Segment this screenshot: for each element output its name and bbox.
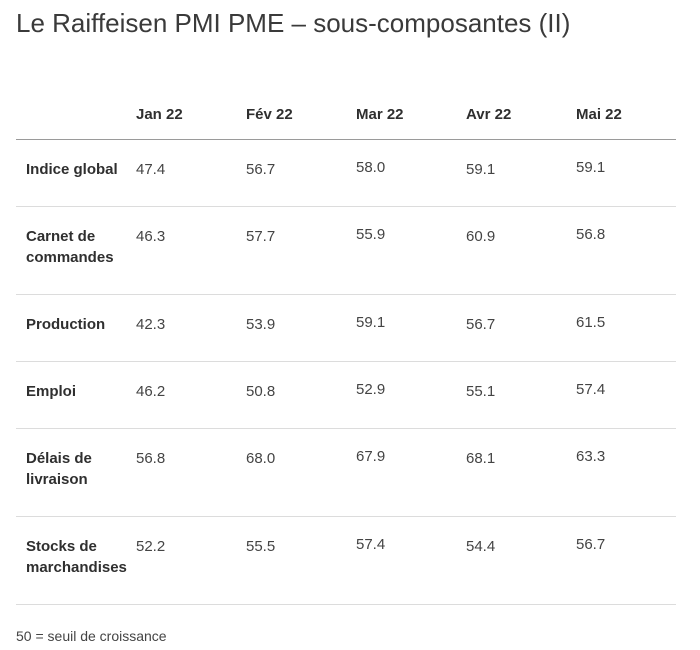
table-cell: 47.4 — [136, 161, 166, 178]
pmi-table: Jan 22 Fév 22 Mar 22 Avr 22 Mai 22 Indic… — [16, 88, 676, 605]
header-cell-feb: Fév 22 — [246, 106, 293, 123]
table-cell: 59.1 — [466, 161, 496, 178]
row-label: Délais de livraison — [26, 450, 92, 488]
table-row: Production 42.3 53.9 59.1 56.7 61.5 — [16, 295, 676, 362]
table-cell: 55.5 — [246, 538, 276, 555]
row-label: Production — [26, 316, 106, 333]
table-row: Stocks de marchandises 52.2 55.5 57.4 54… — [16, 517, 676, 605]
table-cell: 68.1 — [466, 450, 496, 467]
table-row: Carnet de commandes 46.3 57.7 55.9 60.9 … — [16, 207, 676, 295]
header-cell-apr: Avr 22 — [466, 106, 512, 123]
header-cell-jan: Jan 22 — [136, 106, 183, 123]
table-cell: 53.9 — [246, 316, 276, 333]
table-cell: 61.5 — [576, 314, 606, 331]
footnote: 50 = seuil de croissance — [16, 628, 167, 644]
table-cell: 57.4 — [576, 381, 606, 398]
table-cell: 55.1 — [466, 383, 496, 400]
header-cell-mar: Mar 22 — [356, 106, 404, 123]
table-row: Emploi 46.2 50.8 52.9 55.1 57.4 — [16, 362, 676, 429]
table-cell: 52.2 — [136, 538, 166, 555]
table-cell: 58.0 — [356, 159, 386, 176]
table-cell: 50.8 — [246, 383, 276, 400]
table-cell: 55.9 — [356, 226, 386, 243]
table-cell: 57.7 — [246, 228, 276, 245]
table-cell: 56.7 — [466, 316, 496, 333]
page-title: Le Raiffeisen PMI PME – sous-composantes… — [16, 8, 571, 38]
table-cell: 56.8 — [576, 226, 606, 243]
row-label: Indice global — [26, 161, 118, 178]
row-label: Carnet de commandes — [26, 228, 114, 266]
table-cell: 46.3 — [136, 228, 166, 245]
table-cell: 57.4 — [356, 536, 386, 553]
row-label: Emploi — [26, 383, 77, 400]
table-row: Indice global 47.4 56.7 58.0 59.1 59.1 — [16, 140, 676, 207]
table-row: Délais de livraison 56.8 68.0 67.9 68.1 … — [16, 429, 676, 517]
table-cell: 56.7 — [576, 536, 606, 553]
table-cell: 56.8 — [136, 450, 166, 467]
row-label: Stocks de marchandises — [26, 538, 127, 576]
table-cell: 59.1 — [576, 159, 606, 176]
table-cell: 67.9 — [356, 448, 386, 465]
table-cell: 60.9 — [466, 228, 496, 245]
table-cell: 54.4 — [466, 538, 496, 555]
table-cell: 46.2 — [136, 383, 166, 400]
header-cell-may: Mai 22 — [576, 106, 622, 123]
table-cell: 56.7 — [246, 161, 276, 178]
table-cell: 63.3 — [576, 448, 606, 465]
table-cell: 52.9 — [356, 381, 386, 398]
table-header-row: Jan 22 Fév 22 Mar 22 Avr 22 Mai 22 — [16, 88, 676, 140]
table-cell: 42.3 — [136, 316, 166, 333]
table-cell: 59.1 — [356, 314, 386, 331]
table-cell: 68.0 — [246, 450, 276, 467]
